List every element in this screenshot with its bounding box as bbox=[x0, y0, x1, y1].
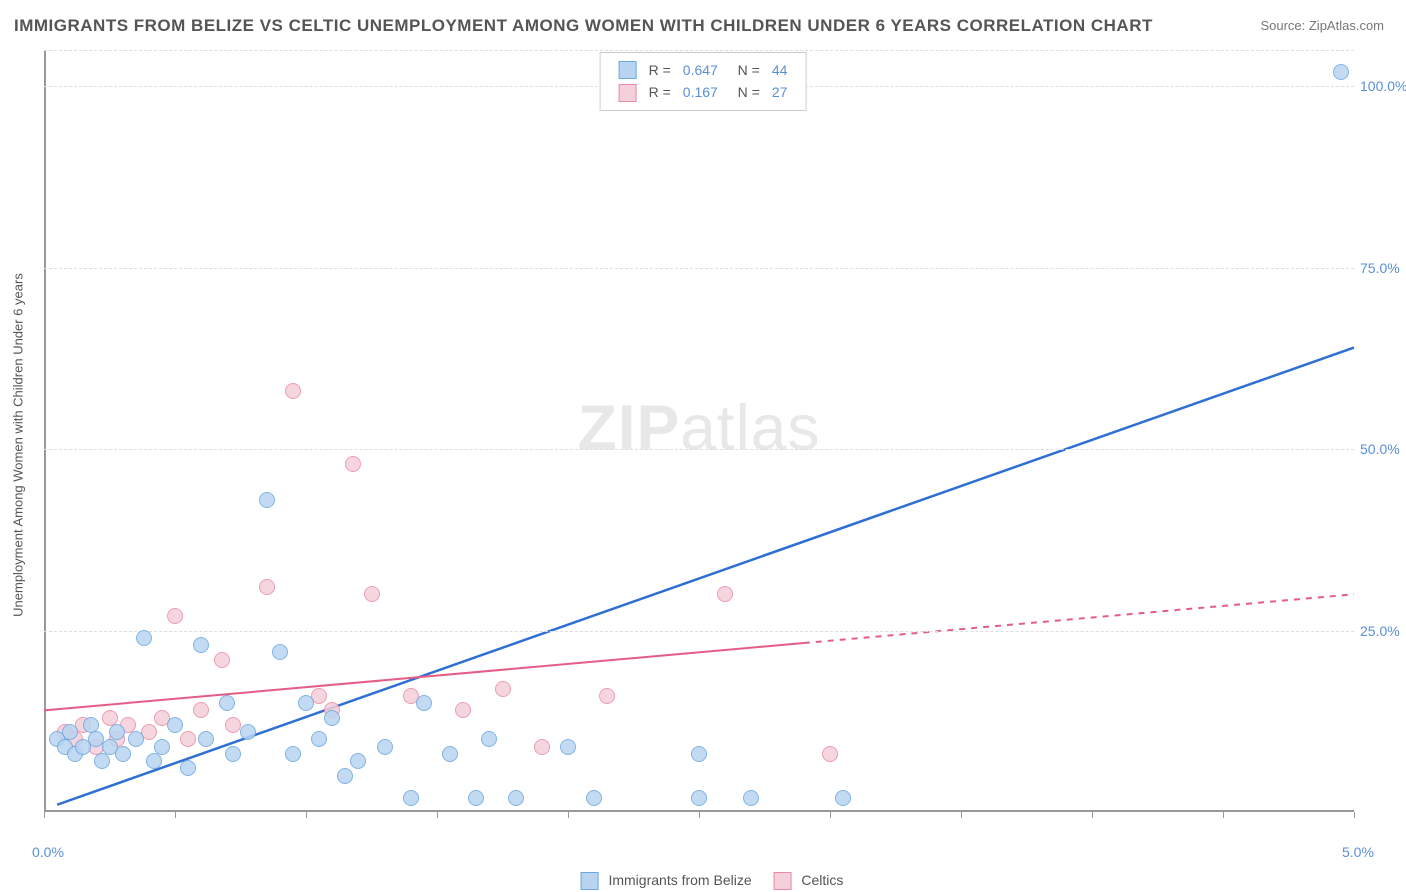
data-point bbox=[311, 731, 327, 747]
grid-line bbox=[44, 631, 1354, 632]
data-point bbox=[691, 746, 707, 762]
x-tick bbox=[830, 812, 831, 818]
source-attribution: Source: ZipAtlas.com bbox=[1260, 18, 1384, 33]
y-tick-label: 75.0% bbox=[1360, 260, 1400, 276]
data-point bbox=[324, 710, 340, 726]
r-label: R = bbox=[643, 59, 677, 81]
data-point bbox=[337, 768, 353, 784]
data-point bbox=[219, 695, 235, 711]
data-point bbox=[225, 746, 241, 762]
y-tick-label: 25.0% bbox=[1360, 623, 1400, 639]
data-point bbox=[743, 790, 759, 806]
x-tick bbox=[1354, 812, 1355, 818]
x-tick bbox=[1092, 812, 1093, 818]
n-value-1: 27 bbox=[766, 81, 794, 103]
legend-row-0: R = 0.647 N = 44 bbox=[613, 59, 794, 81]
data-point bbox=[350, 753, 366, 769]
data-point bbox=[225, 717, 241, 733]
swatch-series-0 bbox=[619, 61, 637, 79]
data-point bbox=[717, 586, 733, 602]
n-value-0: 44 bbox=[766, 59, 794, 81]
series-name-1: Celtics bbox=[801, 872, 843, 888]
data-point bbox=[508, 790, 524, 806]
legend-correlation-box: R = 0.647 N = 44 R = 0.167 N = 27 bbox=[600, 52, 807, 111]
swatch-series-1 bbox=[619, 84, 637, 102]
data-point bbox=[272, 644, 288, 660]
x-tick bbox=[437, 812, 438, 818]
data-point bbox=[285, 746, 301, 762]
data-point bbox=[534, 739, 550, 755]
grid-line bbox=[44, 268, 1354, 269]
data-point bbox=[109, 724, 125, 740]
data-point bbox=[193, 702, 209, 718]
data-point bbox=[455, 702, 471, 718]
data-point bbox=[180, 731, 196, 747]
x-tick-label: 0.0% bbox=[32, 844, 64, 860]
data-point bbox=[198, 731, 214, 747]
data-point bbox=[599, 688, 615, 704]
x-tick bbox=[175, 812, 176, 818]
data-point bbox=[586, 790, 602, 806]
x-tick bbox=[699, 812, 700, 818]
chart-svg bbox=[44, 50, 1354, 812]
data-point bbox=[495, 681, 511, 697]
chart-title: IMMIGRANTS FROM BELIZE VS CELTIC UNEMPLO… bbox=[14, 16, 1153, 36]
chart-inner: ZIPatlas bbox=[44, 50, 1354, 812]
data-point bbox=[416, 695, 432, 711]
x-tick bbox=[568, 812, 569, 818]
data-point bbox=[146, 753, 162, 769]
legend-series-names: Immigrants from Belize Celtics bbox=[563, 872, 844, 890]
x-tick bbox=[306, 812, 307, 818]
data-point bbox=[1333, 64, 1349, 80]
data-point bbox=[468, 790, 484, 806]
data-point bbox=[94, 753, 110, 769]
grid-line bbox=[44, 449, 1354, 450]
data-point bbox=[835, 790, 851, 806]
data-point bbox=[377, 739, 393, 755]
data-point bbox=[102, 710, 118, 726]
data-point bbox=[298, 695, 314, 711]
data-point bbox=[115, 746, 131, 762]
data-point bbox=[180, 760, 196, 776]
data-point bbox=[154, 739, 170, 755]
n-label: N = bbox=[724, 59, 766, 81]
x-tick-label: 5.0% bbox=[1342, 844, 1374, 860]
data-point bbox=[364, 586, 380, 602]
data-point bbox=[128, 731, 144, 747]
data-point bbox=[136, 630, 152, 646]
y-tick-label: 100.0% bbox=[1360, 78, 1406, 94]
data-point bbox=[193, 637, 209, 653]
data-point bbox=[240, 724, 256, 740]
data-point bbox=[691, 790, 707, 806]
series-name-0: Immigrants from Belize bbox=[608, 872, 751, 888]
data-point bbox=[259, 579, 275, 595]
r-value-1: 0.167 bbox=[677, 81, 724, 103]
plot-area: Unemployment Among Women with Children U… bbox=[44, 50, 1354, 840]
legend-row-1: R = 0.167 N = 27 bbox=[613, 81, 794, 103]
x-tick bbox=[44, 812, 45, 818]
data-point bbox=[214, 652, 230, 668]
data-point bbox=[62, 724, 78, 740]
data-point bbox=[345, 456, 361, 472]
data-point bbox=[560, 739, 576, 755]
swatch-bottom-1 bbox=[774, 872, 792, 890]
data-point bbox=[285, 383, 301, 399]
r-value-0: 0.647 bbox=[677, 59, 724, 81]
y-tick-label: 50.0% bbox=[1360, 441, 1400, 457]
swatch-bottom-0 bbox=[581, 872, 599, 890]
data-point bbox=[442, 746, 458, 762]
data-point bbox=[481, 731, 497, 747]
data-point bbox=[167, 608, 183, 624]
data-point bbox=[259, 492, 275, 508]
data-point bbox=[403, 790, 419, 806]
x-tick bbox=[1223, 812, 1224, 818]
data-point bbox=[167, 717, 183, 733]
data-point bbox=[822, 746, 838, 762]
trend-line-dashed bbox=[804, 594, 1354, 643]
grid-line bbox=[44, 50, 1354, 51]
y-axis-title: Unemployment Among Women with Children U… bbox=[11, 273, 26, 617]
x-tick bbox=[961, 812, 962, 818]
